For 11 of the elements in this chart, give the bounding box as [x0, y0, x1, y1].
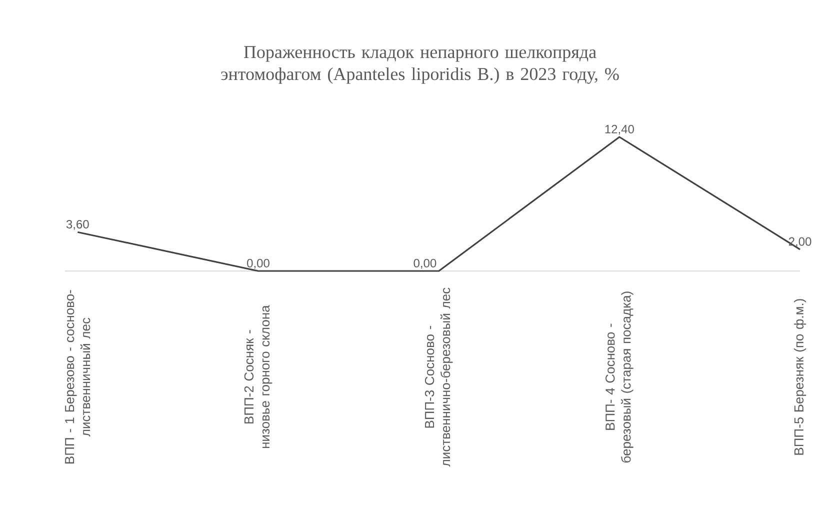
x-tick-label: ВПП-3 Сосново - лиственнично-березовый лес — [424, 288, 453, 467]
x-tick-label: ВПП - 1 Березово - сосново-лиственничный лес — [65, 290, 90, 464]
data-label: 3,60 — [66, 220, 89, 230]
chart-title: Пораженность кладок непарного шелкопряда энтомофагом (Apanteles liporidis B.) в 2023 году, % — [221, 46, 619, 84]
data-label: 0,00 — [247, 258, 270, 269]
x-tick-label: ВПП-2 Сосняк -низовье горного склона — [244, 305, 272, 448]
data-label: 0,00 — [414, 258, 436, 269]
data-label: 12,40 — [605, 124, 634, 135]
data-label: 2,00 — [788, 237, 812, 248]
x-tick-label: ВПП-5 Березняк (по ф.м.) — [794, 299, 806, 455]
x-tick-label: ВПП- 4 Сосново - березовый (старая посадка) — [606, 292, 634, 462]
